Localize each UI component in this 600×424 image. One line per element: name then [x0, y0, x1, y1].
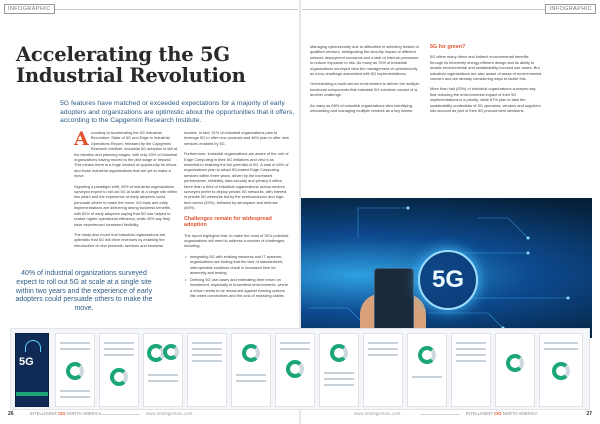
paragraph: The report highlights that, to make the … — [184, 232, 290, 249]
paragraph: models. In fact, 51% of industrial organ… — [184, 130, 289, 146]
report-page-thumb — [539, 333, 583, 407]
report-page-thumb — [451, 333, 491, 407]
body-column-2: models. In fact, 51% of industrial organ… — [184, 130, 290, 300]
body-column-3: Managing cybersecurity due to difficulti… — [310, 44, 422, 118]
report-cover-title: 5G — [19, 356, 34, 368]
page-number-right: 27 — [586, 411, 592, 417]
donut-chart-icon — [66, 362, 84, 380]
report-page-thumb — [363, 333, 403, 407]
donut-chart-icon — [330, 344, 348, 362]
footer-rule — [420, 414, 460, 415]
cover-stripe — [16, 392, 48, 396]
report-page-thumb — [231, 333, 271, 407]
donut-chart-icon — [552, 362, 570, 380]
report-page-thumb — [319, 333, 359, 407]
paragraph: The study also found that industrial org… — [74, 231, 166, 248]
section-tag-left: INFOGRAPHIC — [4, 4, 55, 14]
paragraph: More than half (53%) of industrial organ… — [430, 86, 541, 114]
paragraph: 5G offers many direct and indirect envir… — [430, 54, 542, 82]
magazine-name-left: INTELLIGENT CIO NORTH AMERICA — [30, 411, 102, 416]
signal-icon — [25, 340, 41, 352]
donut-chart-icon — [418, 346, 436, 364]
page-number-left: 26 — [8, 411, 14, 417]
list-item: Defining 5G use cases and estimating the… — [185, 277, 290, 299]
website-url-left[interactable]: www.intelligentcio.com — [146, 411, 193, 416]
donut-chart-icon — [242, 344, 260, 362]
article-title: Accelerating the 5G Industrial Revolutio… — [16, 43, 246, 87]
report-page-thumb — [99, 333, 139, 407]
paragraph: Orchestrating a multi-vendor environment… — [310, 81, 420, 98]
footer-rule — [100, 414, 140, 415]
report-page-thumb — [275, 333, 315, 407]
report-page-thumb — [495, 333, 535, 407]
report-page-thumb — [143, 333, 183, 407]
donut-chart-icon — [506, 354, 524, 372]
section-tag-right: INFOGRAPHIC — [545, 4, 596, 14]
paragraph: Furthermore, industrial organizations ar… — [184, 151, 289, 211]
donut-chart-icon — [110, 368, 128, 386]
hero-image: 5G — [300, 198, 592, 338]
report-preview-strip: 5G — [10, 328, 590, 410]
spine-gutter — [299, 0, 301, 424]
challenge-list: Integrating 5G with existing networks an… — [184, 254, 290, 299]
standfirst: 5G features have matched or exceeded exp… — [60, 100, 295, 125]
report-cover: 5G — [15, 333, 49, 407]
report-page-thumb — [55, 333, 95, 407]
subheading-challenges: Challenges remain for widespread adoptio… — [184, 215, 272, 229]
list-item: Integrating 5G with existing networks an… — [185, 254, 290, 276]
drop-cap: A — [74, 128, 89, 150]
donut-chart-icon — [286, 360, 304, 378]
page-footer: 26 INTELLIGENT CIO NORTH AMERICA www.int… — [0, 410, 600, 418]
paragraph: Managing cybersecurity due to difficulti… — [310, 44, 420, 77]
website-url-right[interactable]: www.intelligentcio.com — [354, 411, 401, 416]
body-column-4: 5G for green? 5G offers many direct and … — [430, 44, 542, 118]
donut-chart-icon — [163, 344, 179, 360]
header-rule — [302, 9, 548, 10]
pull-quote: 40% of industrial organizations surveyed… — [15, 270, 153, 313]
paragraph: As many as 69% of industrial organizatio… — [310, 102, 414, 114]
header-rule — [50, 9, 298, 10]
report-page-thumb — [187, 333, 227, 407]
subheading-green: 5G for green? — [430, 44, 466, 50]
5g-badge: 5G — [418, 250, 478, 310]
report-page-thumb — [407, 333, 447, 407]
paragraph: Signaling a paradigm shift, 40% of indus… — [74, 183, 178, 227]
magazine-name-right: INTELLIGENT CIO NORTH AMERICA — [466, 411, 538, 416]
phone-graphic — [374, 268, 414, 338]
